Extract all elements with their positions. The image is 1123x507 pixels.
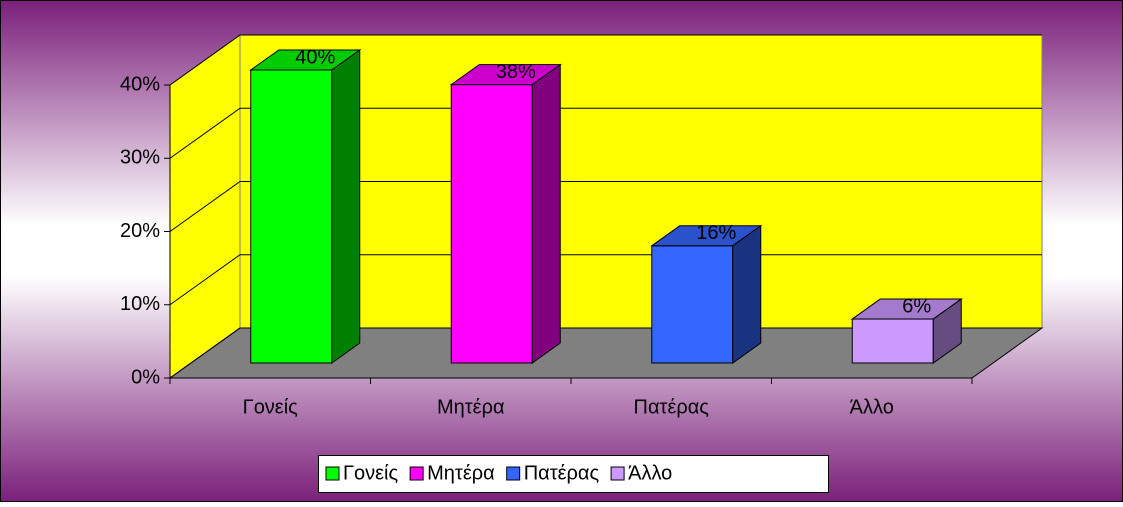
legend-swatch xyxy=(610,466,625,481)
grid-line xyxy=(169,327,1042,379)
grid-line xyxy=(169,34,1042,86)
bar xyxy=(651,245,734,364)
data-label: 38% xyxy=(496,61,536,83)
data-label: 16% xyxy=(696,222,736,244)
legend-label: Πατέρας xyxy=(524,462,600,484)
legend-swatch xyxy=(409,466,424,481)
bar xyxy=(250,69,333,364)
grid-line xyxy=(169,107,1042,159)
x-tick-label: Πατέρας xyxy=(634,396,710,418)
y-tick-label: 10% xyxy=(120,293,160,315)
y-tick-label: 40% xyxy=(120,73,160,95)
x-tick-label: Άλλο xyxy=(850,396,894,418)
legend xyxy=(318,455,829,493)
bar xyxy=(450,84,533,364)
bar xyxy=(851,318,934,364)
grid-line xyxy=(169,254,1042,306)
grid-line xyxy=(169,181,1042,232)
y-tick-label: 30% xyxy=(120,147,160,169)
bar-side xyxy=(732,224,762,364)
y-tick-label: 20% xyxy=(120,220,160,242)
data-label: 6% xyxy=(902,295,931,317)
legend-label: Άλλο xyxy=(628,462,672,484)
bar-side xyxy=(531,63,561,364)
bar-side xyxy=(331,49,361,364)
legend-label: Γονείς xyxy=(343,462,398,484)
legend-swatch xyxy=(325,466,340,481)
legend-label: Μητέρα xyxy=(427,462,495,484)
legend-swatch xyxy=(506,466,521,481)
x-tick-label: Γονείς xyxy=(243,396,298,418)
y-tick-label: 0% xyxy=(131,366,160,388)
bar-side xyxy=(932,298,962,364)
data-label: 40% xyxy=(295,46,335,68)
x-tick-label: Μητέρα xyxy=(437,396,505,418)
